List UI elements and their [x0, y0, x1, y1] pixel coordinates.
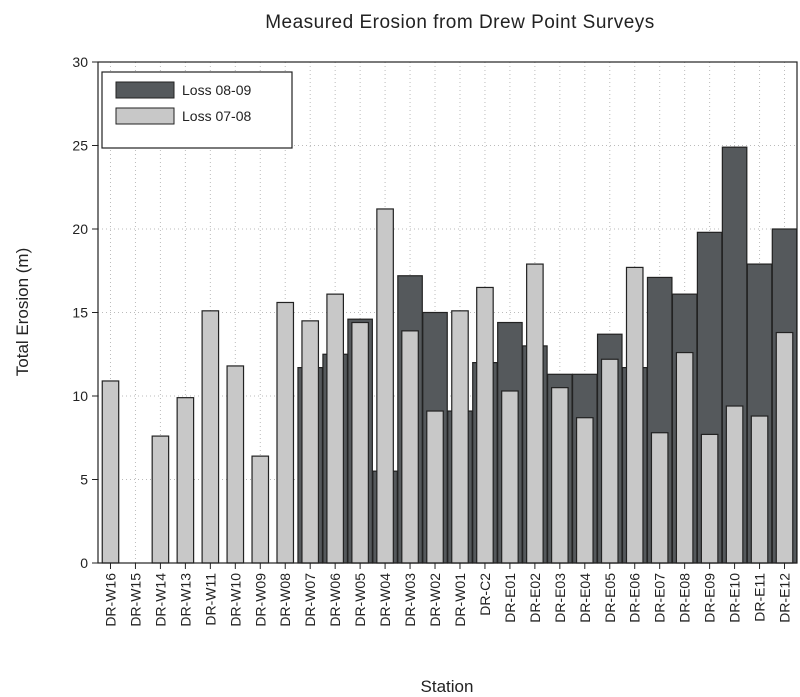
chart-title: Measured Erosion from Drew Point Surveys	[265, 12, 655, 33]
legend-swatch	[115, 107, 175, 125]
x-tick-label: DR-E01	[502, 573, 518, 623]
x-tick-label: DR-E05	[602, 573, 618, 623]
bar	[226, 365, 245, 564]
x-axis-label: Station	[421, 677, 474, 696]
bar	[650, 432, 669, 564]
x-tick-label: DR-W02	[427, 573, 443, 627]
y-tick-label: 15	[72, 305, 88, 321]
bar	[326, 293, 344, 564]
bar	[551, 387, 569, 564]
x-tick-label: DR-E11	[752, 573, 768, 622]
bar	[151, 435, 170, 564]
y-axis-label: Total Erosion (m)	[13, 248, 32, 376]
x-tick-label: DR-W07	[302, 573, 318, 627]
x-tick-label: DR-W01	[452, 573, 468, 627]
bar	[251, 455, 270, 564]
x-tick-label: DR-W08	[277, 573, 293, 627]
legend-label: Loss 07-08	[182, 108, 251, 124]
bar	[501, 390, 519, 564]
x-tick-label: DR-W06	[327, 573, 343, 627]
x-tick-label: DR-W10	[227, 573, 243, 627]
bar	[700, 433, 719, 564]
y-tick-label: 20	[72, 221, 88, 237]
y-tick-label: 25	[72, 138, 88, 154]
bar	[351, 321, 369, 564]
x-tick-label: DR-E02	[527, 573, 543, 623]
bar	[276, 301, 295, 564]
y-tick-label: 0	[80, 555, 88, 571]
legend-label: Loss 08-09	[182, 82, 251, 98]
bar	[451, 310, 469, 564]
x-tick-label: DR-W09	[252, 573, 268, 627]
bar	[675, 351, 694, 564]
x-tick-label: DR-E04	[577, 573, 593, 623]
bar	[775, 331, 794, 564]
bar	[476, 286, 494, 564]
bar	[750, 415, 769, 564]
bar	[725, 405, 744, 564]
bar	[426, 410, 444, 564]
bar	[600, 358, 619, 564]
plot-frame	[97, 61, 798, 564]
x-tick-label: DR-W16	[102, 573, 118, 627]
x-tick-label: DR-E07	[652, 573, 668, 623]
x-tick-label: DR-E12	[777, 573, 793, 623]
x-tick-label: DR-W14	[152, 573, 168, 627]
x-tick-label: DR-W13	[177, 573, 193, 627]
bar	[201, 310, 220, 564]
x-tick-label: DR-E08	[677, 573, 693, 623]
y-tick-label: 5	[80, 472, 88, 488]
x-tick-label: DR-W04	[377, 573, 393, 627]
legend-swatch	[115, 81, 175, 99]
bar	[526, 263, 544, 564]
x-tick-label: DR-C2	[477, 573, 493, 616]
bar	[625, 266, 644, 564]
x-tick-label: DR-E03	[552, 573, 568, 623]
x-tick-label: DR-W05	[352, 573, 368, 627]
bar	[376, 208, 394, 564]
x-tick-label: DR-E09	[702, 573, 718, 623]
bar	[176, 397, 195, 564]
x-tick-label: DR-W11	[202, 573, 218, 626]
bar	[301, 320, 320, 564]
x-tick-label: DR-W15	[127, 573, 143, 627]
x-tick-label: DR-E10	[727, 573, 743, 623]
bar	[575, 417, 594, 564]
x-tick-label: DR-W03	[402, 573, 418, 627]
y-tick-label: 10	[72, 388, 88, 404]
x-tick-label: DR-E06	[627, 573, 643, 623]
bar	[401, 330, 419, 564]
bar	[101, 380, 120, 564]
y-tick-label: 30	[72, 54, 88, 70]
